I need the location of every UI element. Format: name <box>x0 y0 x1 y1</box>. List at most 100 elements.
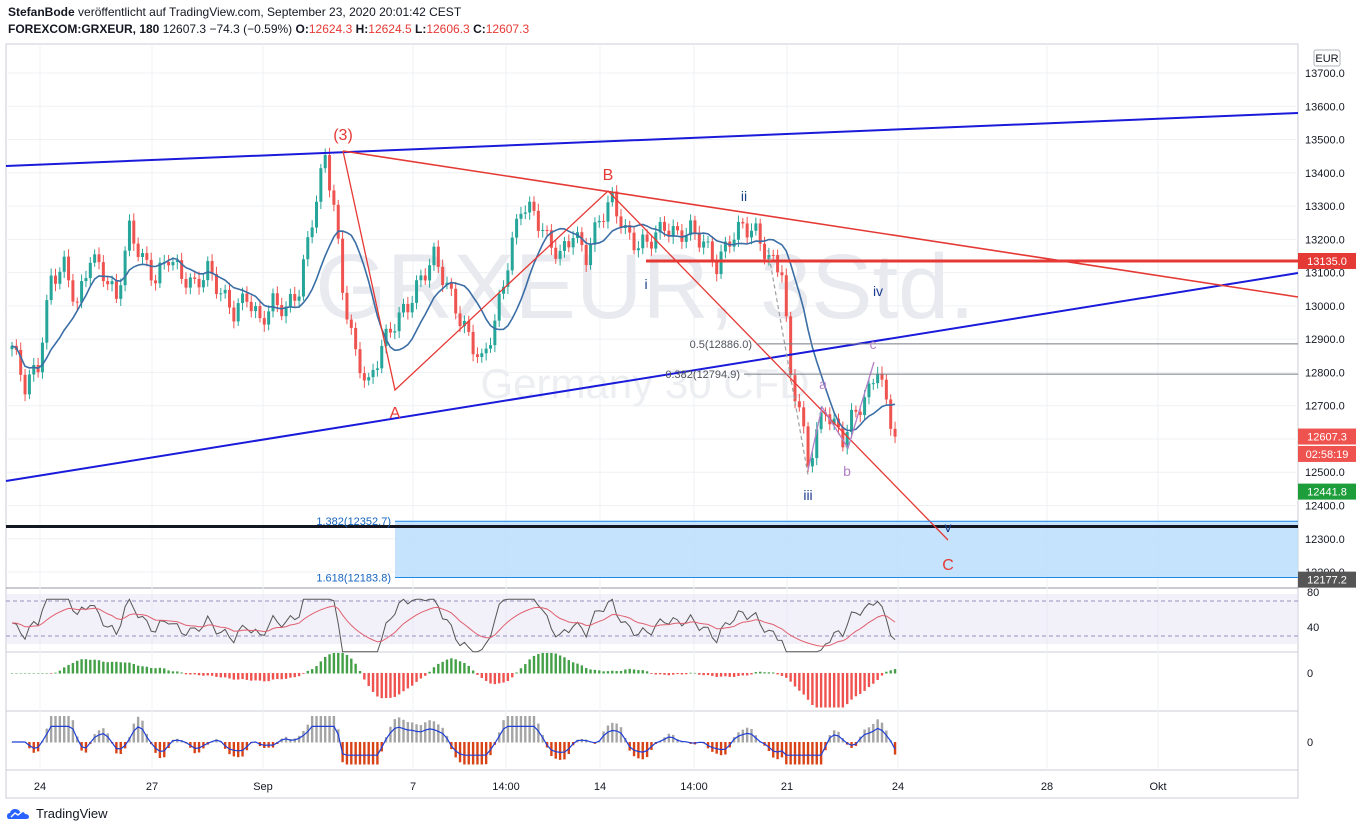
price-axis[interactable]: EUR 12200.012300.012400.012500.012600.01… <box>1305 49 1345 579</box>
candle-body <box>388 328 392 333</box>
downtrend-line[interactable] <box>342 150 1299 298</box>
osc-bar <box>376 742 379 765</box>
time-axis[interactable]: 24 27 Sep 7 14:00 14 14:00 21 24 28 Okt <box>34 781 1167 793</box>
osc-bar <box>885 730 888 743</box>
footer-brand[interactable]: TradingView <box>6 806 108 821</box>
osc-bar <box>306 724 309 743</box>
candle-body <box>710 241 714 262</box>
osc-bar <box>145 733 149 743</box>
macd-bar <box>237 673 240 680</box>
osc-bar <box>711 742 714 752</box>
symbol-name[interactable]: FOREXCOM:GRXEUR, 180 <box>8 22 160 36</box>
macd-bar <box>828 673 831 708</box>
macd-bar <box>445 659 449 674</box>
macd-bar <box>763 672 766 674</box>
candle-body <box>97 254 101 263</box>
macd-bar <box>93 659 96 674</box>
candle-body <box>671 226 675 237</box>
candle-body <box>667 230 671 237</box>
macd-bar <box>832 673 836 708</box>
candle-body <box>362 373 366 381</box>
candle-body <box>706 241 710 243</box>
macd-bar <box>115 661 118 674</box>
candle-body <box>854 409 858 412</box>
osc-bar <box>406 722 410 743</box>
macd-bar <box>150 667 153 674</box>
osc-bar <box>880 722 884 743</box>
macd-bar <box>715 673 718 677</box>
macd-bar <box>393 673 396 697</box>
abc-wave-path[interactable] <box>342 150 949 541</box>
macd-bar <box>811 673 814 706</box>
osc-bar <box>393 719 396 743</box>
macd-bar <box>558 655 562 674</box>
macd-bar <box>846 673 849 705</box>
candle-body <box>693 220 697 233</box>
osc-bar <box>619 727 623 743</box>
candle-body <box>149 259 153 281</box>
macd-bar <box>515 672 518 674</box>
candle-body <box>106 281 110 285</box>
candle-body <box>628 225 632 233</box>
candle-body <box>62 256 66 272</box>
macd-bar <box>102 661 105 674</box>
price-change: −74.3 (−0.59%) <box>209 22 293 36</box>
candle-body <box>615 191 619 217</box>
publish-text: veröffentlicht auf TradingView.com, Sept… <box>74 5 462 19</box>
candle-body <box>780 272 784 276</box>
osc-bar <box>324 716 327 743</box>
time-tick: 14:00 <box>492 781 520 793</box>
candle-body <box>188 277 192 288</box>
osc-bar <box>106 733 109 743</box>
osc-bar <box>241 742 244 757</box>
macd-bar <box>489 673 492 684</box>
macd-bar <box>341 653 344 674</box>
last-price: 12607.3 <box>162 22 207 36</box>
osc-bar <box>432 721 436 743</box>
candle-body <box>219 293 223 295</box>
time-tick: 27 <box>146 781 158 793</box>
macd-bar <box>841 673 845 708</box>
macd-bar <box>611 670 614 674</box>
time-tick: Sep <box>253 781 273 793</box>
macd-bar <box>863 673 866 691</box>
candle-body <box>658 221 662 233</box>
lower-channel-line[interactable] <box>5 272 1299 482</box>
osc-bar <box>672 734 675 743</box>
macd-bar <box>358 670 362 674</box>
candle-body <box>462 320 466 327</box>
candle-body <box>697 232 701 248</box>
candle-body <box>532 201 536 211</box>
macd-bar <box>67 664 70 674</box>
osc-bar <box>328 716 331 743</box>
candle-body <box>502 286 506 294</box>
candle-body <box>341 238 345 293</box>
candle-body <box>119 285 123 299</box>
macd-bar <box>567 660 570 674</box>
candle-body <box>884 379 888 400</box>
candle-body <box>349 319 353 328</box>
macd-bar <box>315 666 318 674</box>
osc-bar <box>663 737 666 743</box>
candle-body <box>297 296 301 301</box>
candle-body <box>584 245 588 266</box>
author-name[interactable]: StefanBode <box>8 5 75 19</box>
macd-bar <box>859 673 862 694</box>
upper-channel-line[interactable] <box>5 112 1299 167</box>
osc-bar <box>637 742 640 759</box>
osc-bar <box>611 722 614 743</box>
candle-body <box>27 374 31 395</box>
candle-body <box>40 342 44 373</box>
candle-body <box>558 250 562 259</box>
macd-bar <box>302 673 305 674</box>
currency-badge[interactable] <box>1313 49 1341 67</box>
candle-body <box>406 303 410 313</box>
osc-bar <box>811 742 814 765</box>
candle-body <box>771 254 775 256</box>
candle-body <box>480 353 484 357</box>
wave-label-i: i <box>644 276 647 292</box>
osc-bar <box>793 742 797 765</box>
wave-iii-dashed <box>767 249 809 476</box>
candle-body <box>236 303 240 322</box>
